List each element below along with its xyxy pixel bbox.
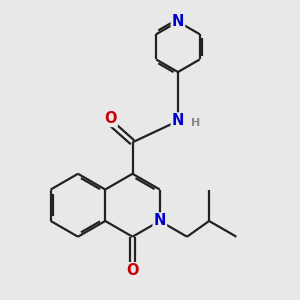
Text: O: O	[104, 111, 117, 126]
Text: O: O	[126, 263, 139, 278]
Text: H: H	[191, 118, 200, 128]
Text: N: N	[154, 214, 166, 229]
Text: N: N	[172, 113, 184, 128]
Text: N: N	[172, 14, 184, 29]
